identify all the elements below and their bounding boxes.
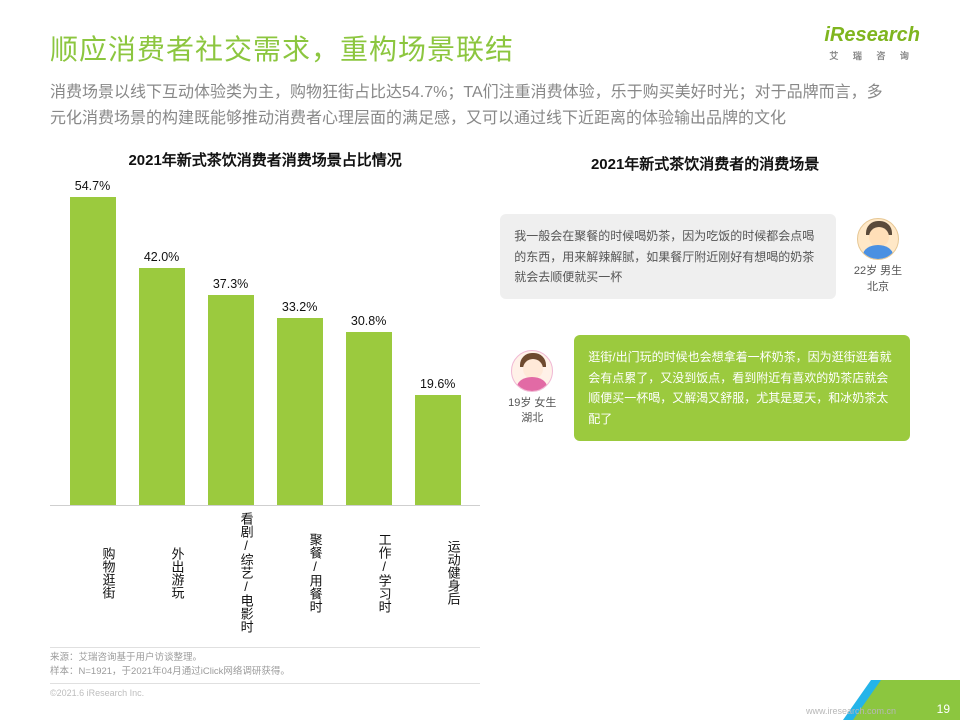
persona-2-line1: 19岁 女生 — [500, 396, 564, 411]
bar-2: 37.3% — [206, 277, 256, 505]
bar-5: 19.6% — [413, 377, 463, 505]
chart-title: 2021年新式茶饮消费者消费场景占比情况 — [50, 149, 480, 170]
x-label: 工作/学习时 — [344, 512, 394, 633]
page-desc: 消费场景以线下互动体验类为主，购物狂街占比达54.7%；TA们注重消费体验，乐于… — [50, 80, 890, 131]
avatar-boy-icon — [857, 218, 899, 260]
footer-url: www.iresearch.com.cn — [806, 706, 896, 716]
bar-1: 42.0% — [137, 250, 187, 505]
right-title: 2021年新式茶饮消费者的消费场景 — [500, 153, 910, 174]
quote-row-2: 逛街/出门玩的时候也会想拿着一杯奶茶，因为逛街逛着就会有点累了，又没到饭点，看到… — [500, 335, 910, 441]
quote-bubble-1: 我一般会在聚餐的时候喝奶茶，因为吃饭的时候都会点喝的东西，用来解辣解腻，如果餐厅… — [500, 214, 836, 299]
bar-value-label: 42.0% — [144, 250, 179, 264]
persona-2: 19岁 女生 湖北 — [500, 350, 564, 427]
avatar-girl-icon — [511, 350, 553, 392]
chart-panel: 2021年新式茶饮消费者消费场景占比情况 54.7% 42.0% 37.3% 33.2… — [50, 149, 480, 698]
quotes-panel: 2021年新式茶饮消费者的消费场景 我一般会在聚餐的时候喝奶茶，因为吃饭的时候都… — [500, 149, 910, 698]
bar-rect — [139, 268, 185, 505]
bar-rect — [346, 332, 392, 506]
quote-row-1: 我一般会在聚餐的时候喝奶茶，因为吃饭的时候都会点喝的东西，用来解辣解腻，如果餐厅… — [500, 214, 910, 299]
page-number: 19 — [937, 702, 950, 716]
source-notes: 来源：艾瑞咨询基于用户访谈整理。 样本：N=1921，于2021年04月通过iC… — [50, 647, 480, 684]
bar-3: 33.2% — [275, 300, 325, 505]
logo-sub: 艾 瑞 咨 询 — [824, 49, 920, 62]
persona-2-line2: 湖北 — [500, 411, 564, 426]
bar-0: 54.7% — [68, 179, 118, 505]
bar-value-label: 37.3% — [213, 277, 248, 291]
x-axis-labels: 购物逛街外出游玩看剧/综艺/电影时聚餐/用餐时工作/学习时运动健身后 — [50, 506, 480, 633]
persona-1: 22岁 男生 北京 — [846, 218, 910, 295]
x-label: 运动健身后 — [413, 512, 463, 633]
bar-value-label: 19.6% — [420, 377, 455, 391]
bar-rect — [277, 318, 323, 505]
bar-rect — [208, 295, 254, 505]
x-label: 看剧/综艺/电影时 — [206, 512, 256, 633]
logo-text: iResearch — [824, 24, 920, 46]
bar-chart: 54.7% 42.0% 37.3% 33.2% 30.8% 19.6% — [50, 176, 480, 506]
persona-1-line2: 北京 — [846, 280, 910, 295]
bar-4: 30.8% — [344, 314, 394, 506]
source-line-1: 来源：艾瑞咨询基于用户访谈整理。 — [50, 651, 480, 665]
bar-value-label: 33.2% — [282, 300, 317, 314]
x-label: 外出游玩 — [137, 512, 187, 633]
bar-value-label: 30.8% — [351, 314, 386, 328]
page-title: 顺应消费者社交需求，重构场景联结 — [50, 28, 910, 68]
source-line-2: 样本：N=1921，于2021年04月通过iClick网络调研获得。 — [50, 665, 480, 679]
x-label: 聚餐/用餐时 — [275, 512, 325, 633]
quote-bubble-2: 逛街/出门玩的时候也会想拿着一杯奶茶，因为逛街逛着就会有点累了，又没到饭点，看到… — [574, 335, 910, 441]
bar-rect — [70, 197, 116, 505]
x-label: 购物逛街 — [68, 512, 118, 633]
bar-rect — [415, 395, 461, 505]
logo: iResearch 艾 瑞 咨 询 — [824, 24, 920, 62]
persona-1-line1: 22岁 男生 — [846, 264, 910, 279]
copyright: ©2021.6 iResearch Inc. — [50, 688, 480, 698]
bar-value-label: 54.7% — [75, 179, 110, 193]
